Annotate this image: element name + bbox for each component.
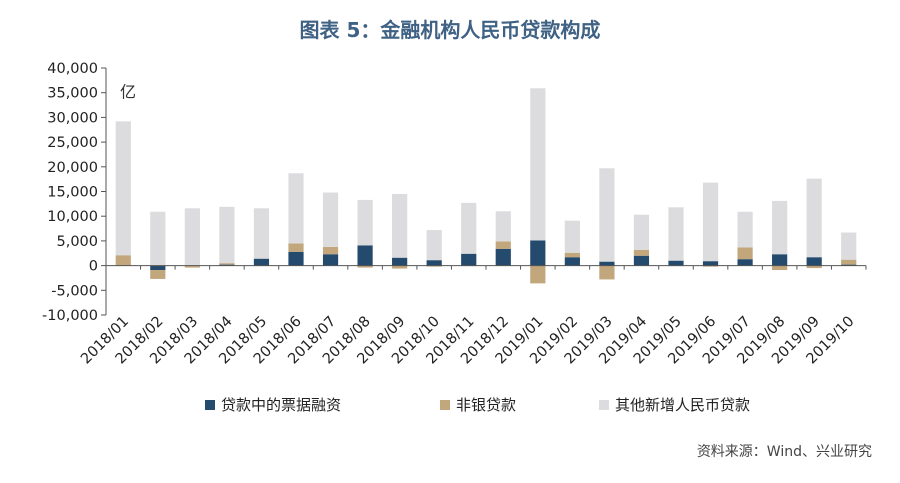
- bar-3-2018/11: [461, 202, 477, 254]
- bar-1-2018/08: [357, 245, 373, 266]
- bar-2-2019/10: [841, 259, 857, 265]
- bar-3-2019/08: [772, 200, 788, 255]
- bar-1-2019/08: [772, 254, 788, 266]
- bar-2-2019/08: [772, 265, 788, 271]
- bar-1-2019/09: [806, 257, 822, 266]
- bar-1-2018/12: [495, 248, 511, 266]
- bar-3-2019/02: [564, 220, 580, 253]
- bar-2-2018/04: [219, 263, 235, 265]
- y-tick-label: 15,000: [47, 185, 98, 201]
- bar-3-2018/01: [115, 121, 131, 256]
- bar-2-2018/09: [392, 265, 408, 269]
- bar-2-2019/07: [737, 247, 753, 260]
- bar-2-2019/02: [564, 252, 580, 258]
- bar-3-2018/06: [288, 173, 304, 244]
- bar-2-2019/04: [633, 249, 650, 256]
- bar-1-2019/02: [564, 257, 580, 266]
- bar-2-2019/03: [599, 265, 615, 280]
- bar-2-2018/12: [495, 241, 511, 249]
- y-tick-label: -5,000: [51, 283, 98, 299]
- bar-3-2019/04: [633, 214, 650, 250]
- bar-3-2019/09: [806, 178, 822, 258]
- legend-swatch: [599, 400, 609, 410]
- bar-3-2018/10: [426, 230, 442, 261]
- bar-2-2019/01: [530, 265, 546, 284]
- legend-swatch: [440, 400, 450, 410]
- legend-label: 非银贷款: [456, 396, 516, 414]
- bar-3-2018/07: [322, 192, 339, 247]
- y-tick-label: 35,000: [47, 86, 98, 102]
- bar-3-2018/08: [357, 199, 373, 246]
- legend-label: 其他新增人民币贷款: [615, 396, 750, 414]
- bar-1-2019/05: [668, 260, 684, 266]
- legend-label: 贷款中的票据融资: [221, 396, 341, 414]
- y-tick-label: 20,000: [47, 160, 98, 176]
- source-note: 资料来源：Wind、兴业研究: [696, 444, 872, 460]
- bar-3-2019/03: [599, 168, 615, 262]
- bar-3-2018/02: [150, 211, 166, 266]
- y-tick-label: 30,000: [47, 110, 98, 126]
- bar-3-2018/09: [392, 193, 408, 258]
- bar-3-2019/10: [841, 232, 857, 260]
- bar-3-2018/03: [184, 208, 200, 266]
- y-tick-label: 25,000: [47, 135, 98, 151]
- y-tick-label: -10,000: [42, 308, 98, 324]
- bar-3-2018/04: [219, 206, 235, 264]
- bar-1-2019/01: [530, 240, 546, 266]
- bar-3-2019/07: [737, 211, 753, 248]
- y-tick-label: 5,000: [56, 234, 98, 250]
- bar-2-2018/02: [150, 270, 166, 279]
- bar-1-2019/07: [737, 259, 753, 266]
- bar-1-2018/09: [392, 257, 408, 266]
- bar-3-2018/12: [495, 211, 511, 242]
- bar-2-2019/09: [806, 265, 822, 269]
- bar-2-2018/03: [184, 265, 200, 268]
- chart-title: 图表 5：金融机构人民币贷款构成: [299, 18, 601, 42]
- bar-3-2019/01: [530, 88, 546, 241]
- bar-2-2018/07: [322, 246, 339, 255]
- y-tick-label: 40,000: [47, 61, 98, 77]
- bar-1-2018/05: [253, 258, 270, 266]
- bar-3-2019/05: [668, 207, 684, 261]
- bar-3-2018/05: [253, 208, 270, 259]
- bar-1-2018/06: [288, 251, 304, 266]
- bar-2-2018/06: [288, 243, 304, 252]
- y-tick-label: 10,000: [47, 209, 98, 225]
- bar-1-2018/07: [322, 254, 339, 266]
- bar-2-2018/08: [357, 265, 373, 268]
- bar-1-2019/04: [633, 255, 650, 266]
- legend-swatch: [205, 400, 215, 410]
- y-unit-label: 亿: [120, 83, 136, 102]
- bar-1-2018/11: [461, 253, 477, 266]
- bar-1-2018/02: [150, 265, 166, 271]
- bar-2-2018/01: [115, 255, 131, 266]
- bar-1-2019/03: [599, 261, 615, 266]
- bar-1-2019/06: [702, 261, 719, 266]
- bar-1-2018/10: [426, 260, 442, 266]
- bar-3-2019/06: [702, 182, 719, 262]
- y-tick-label: 0: [89, 259, 98, 275]
